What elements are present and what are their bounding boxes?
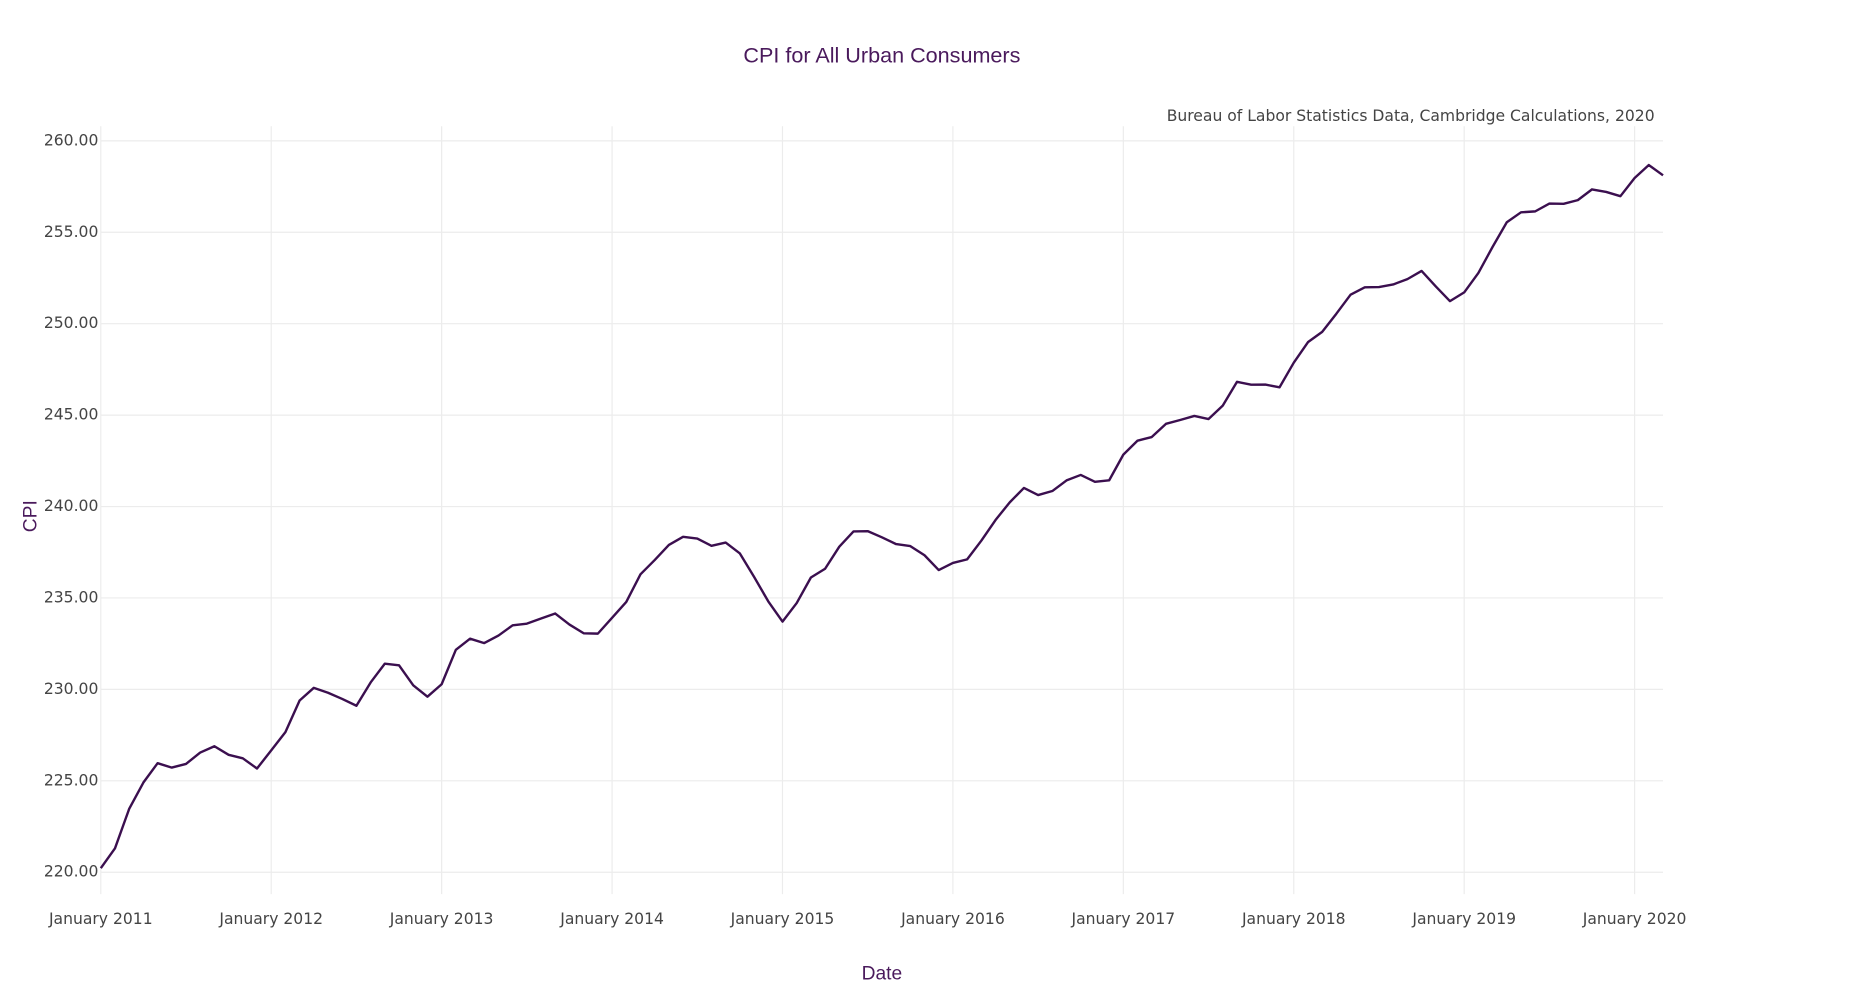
x-axis-title: Date [862, 964, 903, 985]
y-tick-label: 260.00 [44, 131, 99, 149]
line [99, 163, 1664, 869]
y-tick-label: 235.00 [44, 588, 99, 606]
y-tick-label: 255.00 [44, 223, 99, 241]
y-tick-label: 220.00 [44, 863, 99, 881]
y-axis-title: CPI [20, 500, 41, 532]
x-tick-label: January 2020 [1582, 910, 1687, 928]
y-tick-label: 250.00 [44, 314, 99, 332]
chart-title: CPI for All Urban Consumers [743, 42, 1020, 67]
x-tick-label: January 2011 [48, 910, 153, 928]
x-tick-label: January 2017 [1071, 910, 1176, 928]
x-tick-label: January 2013 [389, 910, 494, 928]
x-tick-label: January 2012 [218, 910, 323, 928]
y-tick-label: 230.00 [44, 680, 99, 698]
x-tick-label: January 2014 [559, 910, 664, 928]
x-tick-label: January 2016 [900, 910, 1005, 928]
x-tick-label: January 2019 [1411, 910, 1516, 928]
y-tick-label: 240.00 [44, 497, 99, 515]
y-tick-label: 225.00 [44, 771, 99, 789]
x-tick-label: January 2018 [1241, 910, 1346, 928]
y-tick-label: 245.00 [44, 406, 99, 424]
subtitle: Bureau of Labor Statistics Data, Cambrid… [1167, 107, 1655, 125]
x-tick-label: January 2015 [730, 910, 835, 928]
grid [100, 126, 1664, 895]
